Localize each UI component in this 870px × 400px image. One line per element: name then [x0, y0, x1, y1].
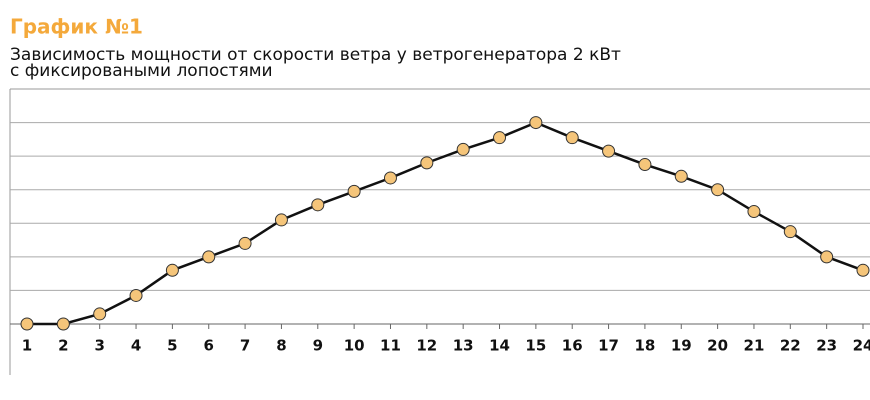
data-point: [638, 158, 652, 172]
data-point: [674, 169, 688, 183]
x-tick-label: 19: [671, 337, 692, 355]
data-point: [529, 116, 543, 130]
data-point: [493, 131, 507, 145]
x-tick-label: 23: [816, 337, 837, 355]
data-point: [56, 317, 70, 331]
x-tick-label: 8: [276, 337, 286, 355]
x-tick-label: 12: [416, 337, 437, 355]
x-tick-label: 3: [94, 337, 104, 355]
data-point: [202, 250, 216, 264]
data-point: [383, 171, 397, 185]
data-point: [602, 144, 616, 158]
x-tick-label: 24: [853, 337, 870, 355]
x-tick-label: 4: [131, 337, 141, 355]
data-point: [238, 236, 252, 250]
x-tick-label: 22: [780, 337, 801, 355]
data-point: [311, 198, 325, 212]
x-tick-label: 7: [240, 337, 250, 355]
x-tick-label: 15: [525, 337, 546, 355]
x-tick-label: 18: [634, 337, 655, 355]
data-point: [747, 205, 761, 219]
x-tick-label: 9: [313, 337, 323, 355]
data-point: [20, 317, 34, 331]
data-point: [711, 183, 725, 197]
x-tick-label: 20: [707, 337, 728, 355]
data-point: [347, 184, 361, 198]
x-tick-label: 2: [58, 337, 68, 355]
x-tick-label: 17: [598, 337, 619, 355]
x-tick-label: 11: [380, 337, 401, 355]
series-line: [27, 121, 864, 326]
data-point: [420, 156, 434, 170]
x-tick-label: 1: [22, 337, 32, 355]
data-point: [274, 213, 288, 227]
data-point: [565, 131, 579, 145]
data-point: [856, 263, 870, 277]
chart-subtitle: с фиксироваными лопостями: [10, 61, 273, 81]
data-point: [820, 250, 834, 264]
x-tick-label: 14: [489, 337, 510, 355]
x-tick-label: 21: [744, 337, 765, 355]
chart-subtitle: Зависимость мощности от скорости ветра у…: [10, 45, 621, 65]
data-point: [129, 288, 143, 302]
x-tick-label: 16: [562, 337, 583, 355]
x-tick-label: 6: [204, 337, 214, 355]
x-tick-label: 5: [167, 337, 177, 355]
data-point: [456, 142, 470, 156]
data-point: [93, 307, 107, 321]
x-tick-label: 10: [344, 337, 365, 355]
data-point: [165, 263, 179, 277]
chart-title: График №1: [10, 15, 143, 39]
x-tick-label: 13: [453, 337, 474, 355]
data-point: [783, 225, 797, 239]
